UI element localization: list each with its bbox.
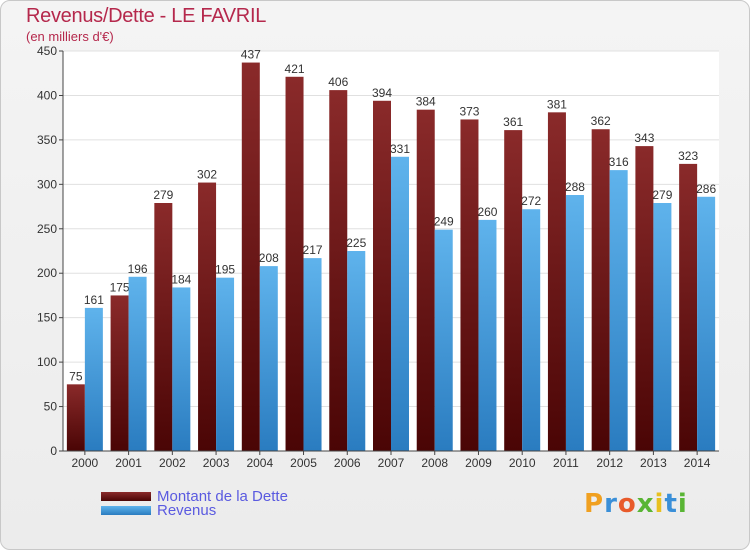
y-tick-label: 100: [37, 355, 57, 369]
data-label-revenus: 249: [434, 215, 454, 229]
data-label-revenus: 316: [609, 155, 629, 169]
y-tick-label: 50: [44, 400, 58, 414]
bar-dette: [285, 76, 304, 452]
data-label-revenus: 161: [84, 293, 104, 307]
x-tick-label: 2008: [421, 456, 448, 470]
bar-dette: [635, 146, 654, 451]
bar-revenus: [84, 307, 103, 451]
y-tick-label: 250: [37, 222, 57, 236]
y-tick-label: 350: [37, 133, 57, 147]
y-tick-label: 400: [37, 88, 57, 102]
x-tick-label: 2002: [159, 456, 186, 470]
x-tick-label: 2005: [290, 456, 317, 470]
legend-item-dette: Montant de la Dette: [101, 487, 288, 505]
bar-revenus: [653, 203, 672, 451]
bar-revenus: [216, 277, 235, 451]
data-label-revenus: 217: [303, 243, 323, 257]
bar-dette: [416, 109, 435, 452]
x-tick-label: 2001: [115, 456, 142, 470]
legend-item-revenus: Revenus: [101, 501, 217, 519]
bar-revenus: [259, 266, 278, 451]
data-label-revenus: 286: [696, 182, 716, 196]
bar-revenus: [522, 209, 541, 451]
bar-revenus: [172, 287, 191, 451]
data-label-dette: 373: [459, 104, 479, 118]
data-label-dette: 394: [372, 86, 392, 100]
y-tick-label: 300: [37, 177, 57, 191]
bar-dette: [591, 129, 610, 451]
data-label-dette: 406: [328, 75, 348, 89]
data-label-dette: 421: [285, 62, 305, 76]
data-label-revenus: 331: [390, 142, 410, 156]
bar-dette: [154, 203, 173, 451]
bar-revenus: [565, 195, 584, 451]
bar-revenus: [478, 219, 497, 451]
y-tick-label: 450: [37, 44, 57, 58]
bar-revenus: [347, 251, 366, 451]
data-label-revenus: 272: [521, 194, 541, 208]
bar-dette: [504, 130, 523, 451]
bar-revenus: [697, 196, 716, 451]
y-tick-label: 200: [37, 266, 57, 280]
x-tick-label: 2013: [640, 456, 667, 470]
bar-dette: [198, 182, 217, 452]
x-tick-label: 2006: [334, 456, 361, 470]
data-label-dette: 437: [241, 48, 261, 62]
x-tick-label: 2014: [684, 456, 711, 470]
x-tick-label: 2003: [203, 456, 230, 470]
bar-dette: [241, 62, 260, 452]
data-label-dette: 384: [416, 95, 436, 109]
bar-dette: [679, 163, 698, 451]
y-tick-label: 0: [50, 444, 57, 458]
bars: 75 161 175 196 279 184 302 195 437 208 421 217 406 22…: [66, 48, 716, 452]
bar-revenus: [128, 276, 147, 451]
legend-label-revenus: Revenus: [157, 501, 217, 519]
data-label-dette: 323: [678, 149, 698, 163]
data-label-revenus: 208: [259, 251, 279, 265]
data-label-revenus: 260: [477, 205, 497, 219]
data-label-dette: 75: [69, 369, 83, 383]
bar-revenus: [434, 229, 453, 451]
data-label-dette: 381: [547, 97, 567, 111]
bar-dette: [547, 112, 566, 451]
data-label-revenus: 195: [215, 263, 235, 277]
y-tick-label: 150: [37, 311, 57, 325]
x-tick-label: 2007: [378, 456, 405, 470]
x-tick-label: 2004: [246, 456, 273, 470]
data-label-dette: 302: [197, 168, 217, 182]
chart-title: Revenus/Dette - LE FAVRIL: [26, 5, 267, 27]
x-tick-label: 2000: [72, 456, 99, 470]
bar-revenus: [391, 156, 409, 451]
data-label-dette: 362: [591, 114, 611, 128]
legend-swatch-dette: [101, 491, 151, 501]
bar-dette: [110, 295, 129, 451]
bar-dette: [329, 90, 348, 451]
data-label-dette: 361: [503, 115, 523, 129]
x-tick-label: 2010: [509, 456, 536, 470]
data-label-revenus: 196: [128, 262, 148, 276]
bar-revenus: [303, 258, 322, 451]
axes: 0 50 100 150 200 250 300 350 400 450 2000 2001 2002 2…: [37, 44, 719, 470]
data-label-dette: 279: [153, 188, 173, 202]
data-label-revenus: 225: [346, 236, 366, 250]
bar-revenus: [609, 170, 628, 451]
proxiti-logo: Proxiti: [584, 489, 688, 519]
x-tick-label: 2012: [596, 456, 623, 470]
data-label-revenus: 279: [652, 188, 672, 202]
bar-dette: [373, 100, 391, 452]
x-tick-label: 2009: [465, 456, 492, 470]
data-label-revenus: 288: [565, 180, 585, 194]
bar-dette: [66, 384, 85, 451]
legend-swatch-revenus: [101, 505, 151, 515]
chart-subtitle: (en milliers d'€): [26, 29, 114, 44]
data-label-dette: 343: [634, 131, 654, 145]
x-tick-label: 2011: [553, 456, 579, 470]
data-label-revenus: 184: [171, 272, 191, 286]
bar-dette: [460, 119, 479, 451]
legend-label-dette: Montant de la Dette: [157, 487, 288, 505]
data-label-dette: 175: [110, 280, 130, 294]
